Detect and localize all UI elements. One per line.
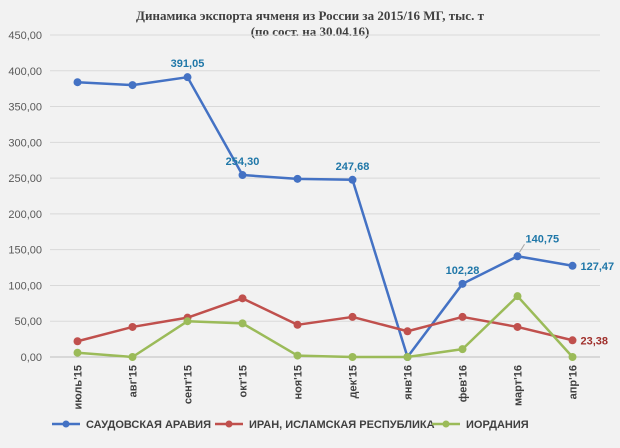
x-tick-label: апр'16 <box>568 365 580 399</box>
chart-title: Динамика экспорта ячменя из России за 20… <box>136 8 484 23</box>
legend-marker <box>225 420 233 428</box>
data-label: 391,05 <box>171 58 205 70</box>
data-point <box>293 351 302 360</box>
x-tick-label: июль'15 <box>73 365 85 409</box>
data-label: 127,47 <box>581 261 615 273</box>
y-tick-label: 400,00 <box>8 66 42 78</box>
y-tick-label: 150,00 <box>8 245 42 257</box>
data-point <box>568 261 577 270</box>
data-label: 140,75 <box>526 233 560 245</box>
x-tick-label: сент'15 <box>183 365 195 404</box>
data-point <box>458 345 467 354</box>
y-tick-label: 350,00 <box>8 102 42 114</box>
x-tick-label: ноя'15 <box>293 365 305 400</box>
data-point <box>293 320 302 329</box>
x-tick-label: фев'16 <box>458 365 470 402</box>
y-tick-label: 0,00 <box>21 352 42 364</box>
y-tick-label: 50,00 <box>14 316 42 328</box>
data-point <box>128 81 137 90</box>
data-point <box>128 353 137 361</box>
x-tick-label: окт'15 <box>238 365 250 397</box>
data-point <box>403 353 412 361</box>
y-tick-label: 100,00 <box>8 280 42 292</box>
y-tick-label: 450,00 <box>8 30 42 42</box>
legend-label: ИОРДАНИЯ <box>466 419 529 431</box>
data-point <box>293 174 302 183</box>
data-label: 102,28 <box>446 265 480 277</box>
legend-marker <box>442 420 450 428</box>
x-tick-label: янв'16 <box>403 365 415 400</box>
data-point <box>183 317 192 326</box>
label-leader <box>519 244 525 253</box>
data-point <box>238 319 247 328</box>
data-point <box>73 337 82 346</box>
series-line <box>77 294 574 359</box>
legend-label: ИРАН, ИСЛАМСКАЯ РЕСПУБЛИКА <box>249 419 435 431</box>
data-point <box>348 312 357 321</box>
series-line <box>77 75 573 359</box>
data-label: 23,38 <box>581 335 609 347</box>
data-point <box>73 78 82 87</box>
data-label: 254,30 <box>226 156 260 168</box>
series-line <box>77 297 573 343</box>
data-point <box>183 73 192 82</box>
data-point <box>238 171 247 180</box>
data-point <box>403 327 412 336</box>
legend-label: САУДОВСКАЯ АРАВИЯ <box>86 419 211 431</box>
data-point <box>513 252 522 261</box>
data-point <box>128 322 137 331</box>
x-tick-label: март'16 <box>513 365 525 406</box>
data-point <box>348 353 357 361</box>
data-point <box>458 312 467 321</box>
y-tick-label: 200,00 <box>8 209 42 221</box>
data-point <box>568 336 577 345</box>
data-point <box>348 175 357 184</box>
data-label: 247,68 <box>336 161 370 173</box>
y-tick-label: 300,00 <box>8 137 42 149</box>
x-tick-label: авг'15 <box>128 365 140 397</box>
legend-marker <box>62 420 70 428</box>
data-point <box>568 353 577 361</box>
data-point <box>73 348 82 357</box>
x-tick-label: дек'15 <box>348 365 360 398</box>
data-point <box>513 292 522 301</box>
y-tick-label: 250,00 <box>8 173 42 185</box>
data-point <box>458 279 467 288</box>
data-point <box>513 322 522 331</box>
data-point <box>238 294 247 303</box>
